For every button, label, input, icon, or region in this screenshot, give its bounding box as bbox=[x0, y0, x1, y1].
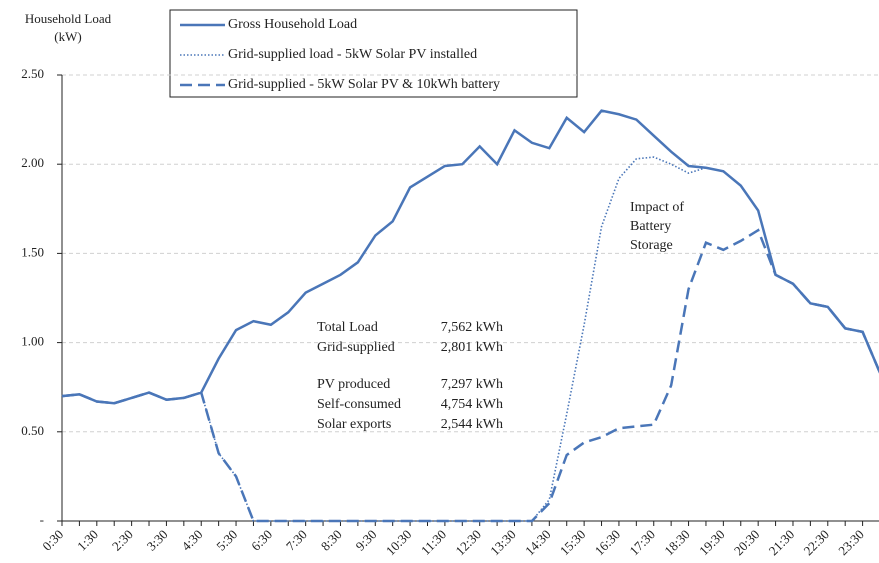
x-tick-label: 9:30 bbox=[353, 527, 380, 554]
stat-value: 4,754 kWh bbox=[441, 397, 503, 412]
x-tick-label: 7:30 bbox=[283, 527, 310, 554]
x-tick-label: 11:30 bbox=[418, 527, 449, 558]
x-tick-label: 0:30 bbox=[39, 527, 66, 554]
x-tick-label: 10:30 bbox=[383, 527, 415, 559]
legend-label: Grid-supplied - 5kW Solar PV & 10kWh bat… bbox=[228, 77, 500, 92]
x-tick-label: 13:30 bbox=[487, 527, 519, 559]
x-tick-label: 5:30 bbox=[213, 527, 240, 554]
legend-label: Grid-supplied load - 5kW Solar PV instal… bbox=[228, 47, 477, 62]
series-line bbox=[61, 156, 879, 522]
legend-label: Gross Household Load bbox=[228, 17, 357, 32]
x-tick-label: 20:30 bbox=[731, 527, 763, 559]
x-tick-label: 15:30 bbox=[557, 527, 589, 559]
stat-label: Solar exports bbox=[317, 417, 391, 432]
x-tick-label: 18:30 bbox=[661, 527, 693, 559]
stat-label: PV produced bbox=[317, 377, 390, 392]
y-tick-label: 2.50 bbox=[21, 66, 44, 81]
annotation: Impact of bbox=[630, 200, 684, 215]
y-tick-label: 0.50 bbox=[21, 423, 44, 438]
annotation: Battery bbox=[630, 219, 671, 234]
x-tick-label: 6:30 bbox=[248, 527, 275, 554]
x-tick-label: 1:30 bbox=[74, 527, 101, 554]
y-tick-label: 1.00 bbox=[21, 334, 44, 349]
series-line bbox=[61, 228, 879, 523]
stat-label: Self-consumed bbox=[317, 397, 401, 412]
stat-label: Grid-supplied bbox=[317, 340, 395, 355]
y-tick-label: - bbox=[40, 512, 44, 527]
x-tick-label: 2:30 bbox=[109, 527, 136, 554]
y-tick-label: 1.50 bbox=[21, 244, 44, 259]
x-tick-label: 4:30 bbox=[179, 527, 206, 554]
x-tick-label: 8:30 bbox=[318, 527, 345, 554]
stat-value: 7,562 kWh bbox=[441, 320, 503, 335]
x-tick-label: 12:30 bbox=[452, 527, 484, 559]
y-axis-label: Household Load bbox=[25, 11, 112, 26]
x-tick-label: 14:30 bbox=[522, 527, 554, 559]
x-tick-label: 22:30 bbox=[800, 527, 832, 559]
x-tick-label: 17:30 bbox=[626, 527, 658, 559]
stat-value: 7,297 kWh bbox=[441, 377, 503, 392]
y-tick-label: 2.00 bbox=[21, 155, 44, 170]
stat-value: 2,544 kWh bbox=[441, 417, 503, 432]
x-tick-label: 21:30 bbox=[766, 527, 798, 559]
series-line bbox=[61, 109, 879, 405]
x-tick-label: 16:30 bbox=[592, 527, 624, 559]
annotation: Storage bbox=[630, 238, 673, 253]
x-tick-label: 3:30 bbox=[144, 527, 171, 554]
y-axis-label: (kW) bbox=[54, 29, 81, 44]
legend-box bbox=[169, 9, 578, 98]
stat-label: Total Load bbox=[317, 320, 378, 335]
stat-value: 2,801 kWh bbox=[441, 340, 503, 355]
x-tick-label: 23:30 bbox=[835, 527, 867, 559]
x-tick-label: 19:30 bbox=[696, 527, 728, 559]
